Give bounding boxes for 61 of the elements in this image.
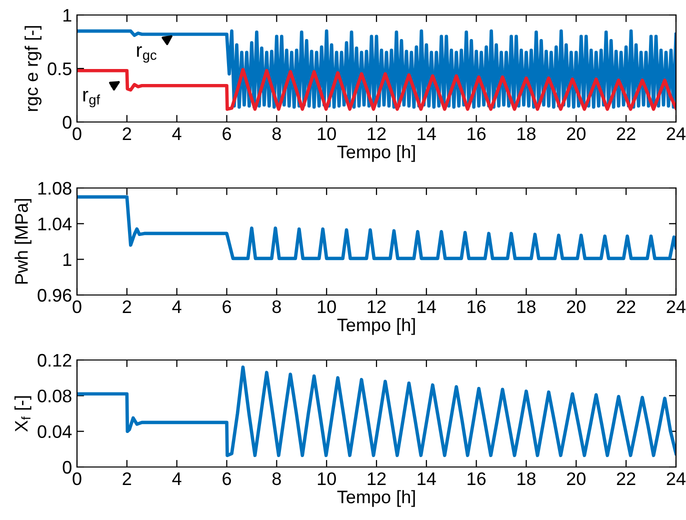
x-tick-label: 12 xyxy=(368,472,386,485)
x-tick-label: 22 xyxy=(616,127,636,140)
x-tick-label: 6 xyxy=(222,300,231,314)
x-tick-label: 4 xyxy=(172,472,182,485)
x-tick-label: 6 xyxy=(222,127,231,140)
x-tick-label: 16 xyxy=(468,127,486,140)
x-tick-label: 8 xyxy=(272,127,281,140)
x-tick-label: 18 xyxy=(518,300,536,314)
y-tick-label: 0 xyxy=(62,116,72,129)
line-series xyxy=(77,68,676,111)
x-tick-label: 24 xyxy=(666,300,686,313)
x-tick-label: 14 xyxy=(418,300,436,313)
x-tick-label: 8 xyxy=(272,300,281,314)
x-tick-label: 14 xyxy=(418,472,436,485)
x-tick-label: 18 xyxy=(518,472,536,486)
x-tick-label: 22 xyxy=(616,472,636,485)
y-tick-label: 1 xyxy=(63,253,72,266)
x-tick-label: 24 xyxy=(666,472,686,485)
x-tick-label: 16 xyxy=(468,472,486,486)
y-axis-title: Pwh [MPa] xyxy=(14,199,32,284)
y-tick-label: 0.08 xyxy=(38,390,72,402)
annotation: r$_{gf}$ xyxy=(83,90,100,108)
x-tick-label: 10 xyxy=(318,127,336,140)
x-tick-label: 20 xyxy=(567,300,586,314)
y-tick-label: 1 xyxy=(63,9,72,22)
x-tick-label: 18 xyxy=(518,127,536,140)
x-tick-label: 0 xyxy=(72,127,82,140)
y-tick-label: 0.96 xyxy=(38,288,72,302)
line-series xyxy=(77,195,676,260)
x-tick-label: 10 xyxy=(318,472,336,486)
y-axis-title: X$_{f}$ [-] xyxy=(14,396,32,432)
x-tick-label: 14 xyxy=(418,128,436,140)
x-tick-label: 10 xyxy=(318,300,336,314)
y-tick-label: 1.08 xyxy=(38,182,72,195)
x-tick-label: 2 xyxy=(122,300,132,313)
x-tick-label: 4 xyxy=(172,128,182,140)
x-tick-label: 0 xyxy=(72,472,82,486)
x-axis-title: Tempo [h] xyxy=(337,318,415,335)
y-tick-label: 0.5 xyxy=(48,62,72,76)
x-tick-label: 16 xyxy=(468,300,486,314)
x-tick-label: 22 xyxy=(616,300,636,313)
x-tick-label: 2 xyxy=(122,472,132,485)
y-tick-label: 0 xyxy=(62,460,72,474)
x-tick-label: 2 xyxy=(122,127,132,140)
x-tick-label: 6 xyxy=(222,472,231,486)
annotation: r$_{gc}$ xyxy=(137,46,156,63)
x-tick-label: 20 xyxy=(567,127,586,140)
x-tick-label: 12 xyxy=(368,127,386,140)
y-axis-title: rgc e rgf [-] xyxy=(24,26,42,111)
x-tick-label: 24 xyxy=(666,127,686,140)
y-tick-label: 0.12 xyxy=(38,354,72,367)
y-tick-label: 0.04 xyxy=(38,425,72,438)
y-tick-label: 1.04 xyxy=(38,218,72,230)
x-tick-label: 0 xyxy=(72,300,82,314)
x-tick-label: 8 xyxy=(272,472,281,486)
line-series xyxy=(77,365,676,458)
x-axis-title: Tempo [h] xyxy=(337,490,415,507)
x-tick-label: 12 xyxy=(368,300,386,313)
x-axis-title: Tempo [h] xyxy=(337,145,415,162)
x-tick-label: 4 xyxy=(172,300,182,313)
x-tick-label: 20 xyxy=(567,472,586,486)
